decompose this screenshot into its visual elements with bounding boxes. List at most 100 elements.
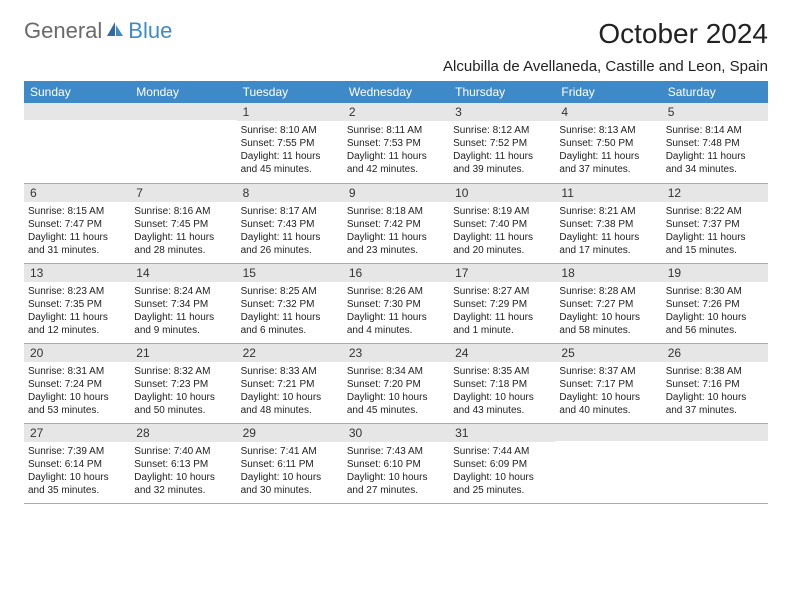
sunset-text: Sunset: 7:55 PM <box>241 137 339 150</box>
sunset-text: Sunset: 7:47 PM <box>28 218 126 231</box>
sunrise-text: Sunrise: 7:44 AM <box>453 445 551 458</box>
calendar-cell: 14Sunrise: 8:24 AMSunset: 7:34 PMDayligh… <box>130 263 236 343</box>
daylight-text: Daylight: 10 hours and 48 minutes. <box>241 391 339 417</box>
day-number: 29 <box>237 424 343 442</box>
day-number: 26 <box>662 344 768 362</box>
sunset-text: Sunset: 7:52 PM <box>453 137 551 150</box>
daylight-text: Daylight: 10 hours and 53 minutes. <box>28 391 126 417</box>
day-number: 27 <box>24 424 130 442</box>
sunset-text: Sunset: 7:43 PM <box>241 218 339 231</box>
sunset-text: Sunset: 7:26 PM <box>666 298 764 311</box>
calendar-cell: 26Sunrise: 8:38 AMSunset: 7:16 PMDayligh… <box>662 343 768 423</box>
daylight-text: Daylight: 10 hours and 45 minutes. <box>347 391 445 417</box>
weekday-header: Saturday <box>662 81 768 103</box>
logo-sail-icon <box>105 20 125 43</box>
day-number: 7 <box>130 184 236 202</box>
daylight-text: Daylight: 11 hours and 4 minutes. <box>347 311 445 337</box>
calendar: SundayMondayTuesdayWednesdayThursdayFrid… <box>24 81 768 504</box>
calendar-cell: 31Sunrise: 7:44 AMSunset: 6:09 PMDayligh… <box>449 423 555 503</box>
sunset-text: Sunset: 7:53 PM <box>347 137 445 150</box>
logo-text-general: General <box>24 18 102 44</box>
calendar-cell: 1Sunrise: 8:10 AMSunset: 7:55 PMDaylight… <box>237 103 343 183</box>
daylight-text: Daylight: 11 hours and 15 minutes. <box>666 231 764 257</box>
sunset-text: Sunset: 7:24 PM <box>28 378 126 391</box>
calendar-cell: 27Sunrise: 7:39 AMSunset: 6:14 PMDayligh… <box>24 423 130 503</box>
daylight-text: Daylight: 11 hours and 37 minutes. <box>559 150 657 176</box>
day-body: Sunrise: 8:31 AMSunset: 7:24 PMDaylight:… <box>24 362 130 421</box>
sunset-text: Sunset: 7:35 PM <box>28 298 126 311</box>
sunrise-text: Sunrise: 8:30 AM <box>666 285 764 298</box>
logo: General Blue <box>24 18 172 44</box>
day-number: 2 <box>343 103 449 121</box>
calendar-cell: 2Sunrise: 8:11 AMSunset: 7:53 PMDaylight… <box>343 103 449 183</box>
sunset-text: Sunset: 7:18 PM <box>453 378 551 391</box>
daylight-text: Daylight: 11 hours and 26 minutes. <box>241 231 339 257</box>
sunrise-text: Sunrise: 7:41 AM <box>241 445 339 458</box>
daylight-text: Daylight: 10 hours and 43 minutes. <box>453 391 551 417</box>
day-body: Sunrise: 8:13 AMSunset: 7:50 PMDaylight:… <box>555 121 661 180</box>
calendar-cell: 16Sunrise: 8:26 AMSunset: 7:30 PMDayligh… <box>343 263 449 343</box>
sunset-text: Sunset: 6:13 PM <box>134 458 232 471</box>
sunrise-text: Sunrise: 8:16 AM <box>134 205 232 218</box>
calendar-cell: 20Sunrise: 8:31 AMSunset: 7:24 PMDayligh… <box>24 343 130 423</box>
calendar-cell: 22Sunrise: 8:33 AMSunset: 7:21 PMDayligh… <box>237 343 343 423</box>
calendar-cell: 12Sunrise: 8:22 AMSunset: 7:37 PMDayligh… <box>662 183 768 263</box>
day-number: 12 <box>662 184 768 202</box>
sunset-text: Sunset: 6:10 PM <box>347 458 445 471</box>
day-number: 22 <box>237 344 343 362</box>
calendar-cell: 25Sunrise: 8:37 AMSunset: 7:17 PMDayligh… <box>555 343 661 423</box>
calendar-body: 1Sunrise: 8:10 AMSunset: 7:55 PMDaylight… <box>24 103 768 503</box>
calendar-row: 13Sunrise: 8:23 AMSunset: 7:35 PMDayligh… <box>24 263 768 343</box>
calendar-cell: 9Sunrise: 8:18 AMSunset: 7:42 PMDaylight… <box>343 183 449 263</box>
sunrise-text: Sunrise: 8:19 AM <box>453 205 551 218</box>
calendar-cell: 6Sunrise: 8:15 AMSunset: 7:47 PMDaylight… <box>24 183 130 263</box>
day-body: Sunrise: 8:10 AMSunset: 7:55 PMDaylight:… <box>237 121 343 180</box>
daylight-text: Daylight: 11 hours and 9 minutes. <box>134 311 232 337</box>
day-number: 6 <box>24 184 130 202</box>
day-number: 3 <box>449 103 555 121</box>
day-body: Sunrise: 7:41 AMSunset: 6:11 PMDaylight:… <box>237 442 343 501</box>
sunrise-text: Sunrise: 8:22 AM <box>666 205 764 218</box>
daylight-text: Daylight: 11 hours and 34 minutes. <box>666 150 764 176</box>
sunset-text: Sunset: 7:20 PM <box>347 378 445 391</box>
weekday-header: Thursday <box>449 81 555 103</box>
title-block: October 2024 Alcubilla de Avellaneda, Ca… <box>443 18 768 75</box>
day-body: Sunrise: 8:23 AMSunset: 7:35 PMDaylight:… <box>24 282 130 341</box>
sunrise-text: Sunrise: 8:23 AM <box>28 285 126 298</box>
sunset-text: Sunset: 7:30 PM <box>347 298 445 311</box>
sunrise-text: Sunrise: 8:11 AM <box>347 124 445 137</box>
day-number: 14 <box>130 264 236 282</box>
daylight-text: Daylight: 11 hours and 28 minutes. <box>134 231 232 257</box>
day-body: Sunrise: 8:15 AMSunset: 7:47 PMDaylight:… <box>24 202 130 261</box>
day-number: 23 <box>343 344 449 362</box>
sunrise-text: Sunrise: 8:10 AM <box>241 124 339 137</box>
calendar-cell-empty <box>130 103 236 183</box>
sunset-text: Sunset: 7:23 PM <box>134 378 232 391</box>
daylight-text: Daylight: 10 hours and 30 minutes. <box>241 471 339 497</box>
daylight-text: Daylight: 11 hours and 17 minutes. <box>559 231 657 257</box>
sunrise-text: Sunrise: 8:14 AM <box>666 124 764 137</box>
sunset-text: Sunset: 7:48 PM <box>666 137 764 150</box>
sunrise-text: Sunrise: 8:21 AM <box>559 205 657 218</box>
sunrise-text: Sunrise: 7:43 AM <box>347 445 445 458</box>
sunrise-text: Sunrise: 8:38 AM <box>666 365 764 378</box>
day-body: Sunrise: 8:38 AMSunset: 7:16 PMDaylight:… <box>662 362 768 421</box>
daylight-text: Daylight: 11 hours and 6 minutes. <box>241 311 339 337</box>
sunset-text: Sunset: 7:17 PM <box>559 378 657 391</box>
day-body: Sunrise: 8:25 AMSunset: 7:32 PMDaylight:… <box>237 282 343 341</box>
daylight-text: Daylight: 10 hours and 56 minutes. <box>666 311 764 337</box>
day-number: 9 <box>343 184 449 202</box>
weekday-header: Friday <box>555 81 661 103</box>
daylight-text: Daylight: 10 hours and 37 minutes. <box>666 391 764 417</box>
day-number: 25 <box>555 344 661 362</box>
calendar-cell: 23Sunrise: 8:34 AMSunset: 7:20 PMDayligh… <box>343 343 449 423</box>
day-number: 28 <box>130 424 236 442</box>
sunrise-text: Sunrise: 8:24 AM <box>134 285 232 298</box>
day-body: Sunrise: 8:32 AMSunset: 7:23 PMDaylight:… <box>130 362 236 421</box>
calendar-cell: 19Sunrise: 8:30 AMSunset: 7:26 PMDayligh… <box>662 263 768 343</box>
sunset-text: Sunset: 6:14 PM <box>28 458 126 471</box>
day-number: 10 <box>449 184 555 202</box>
calendar-cell: 7Sunrise: 8:16 AMSunset: 7:45 PMDaylight… <box>130 183 236 263</box>
calendar-cell: 15Sunrise: 8:25 AMSunset: 7:32 PMDayligh… <box>237 263 343 343</box>
day-number: 11 <box>555 184 661 202</box>
